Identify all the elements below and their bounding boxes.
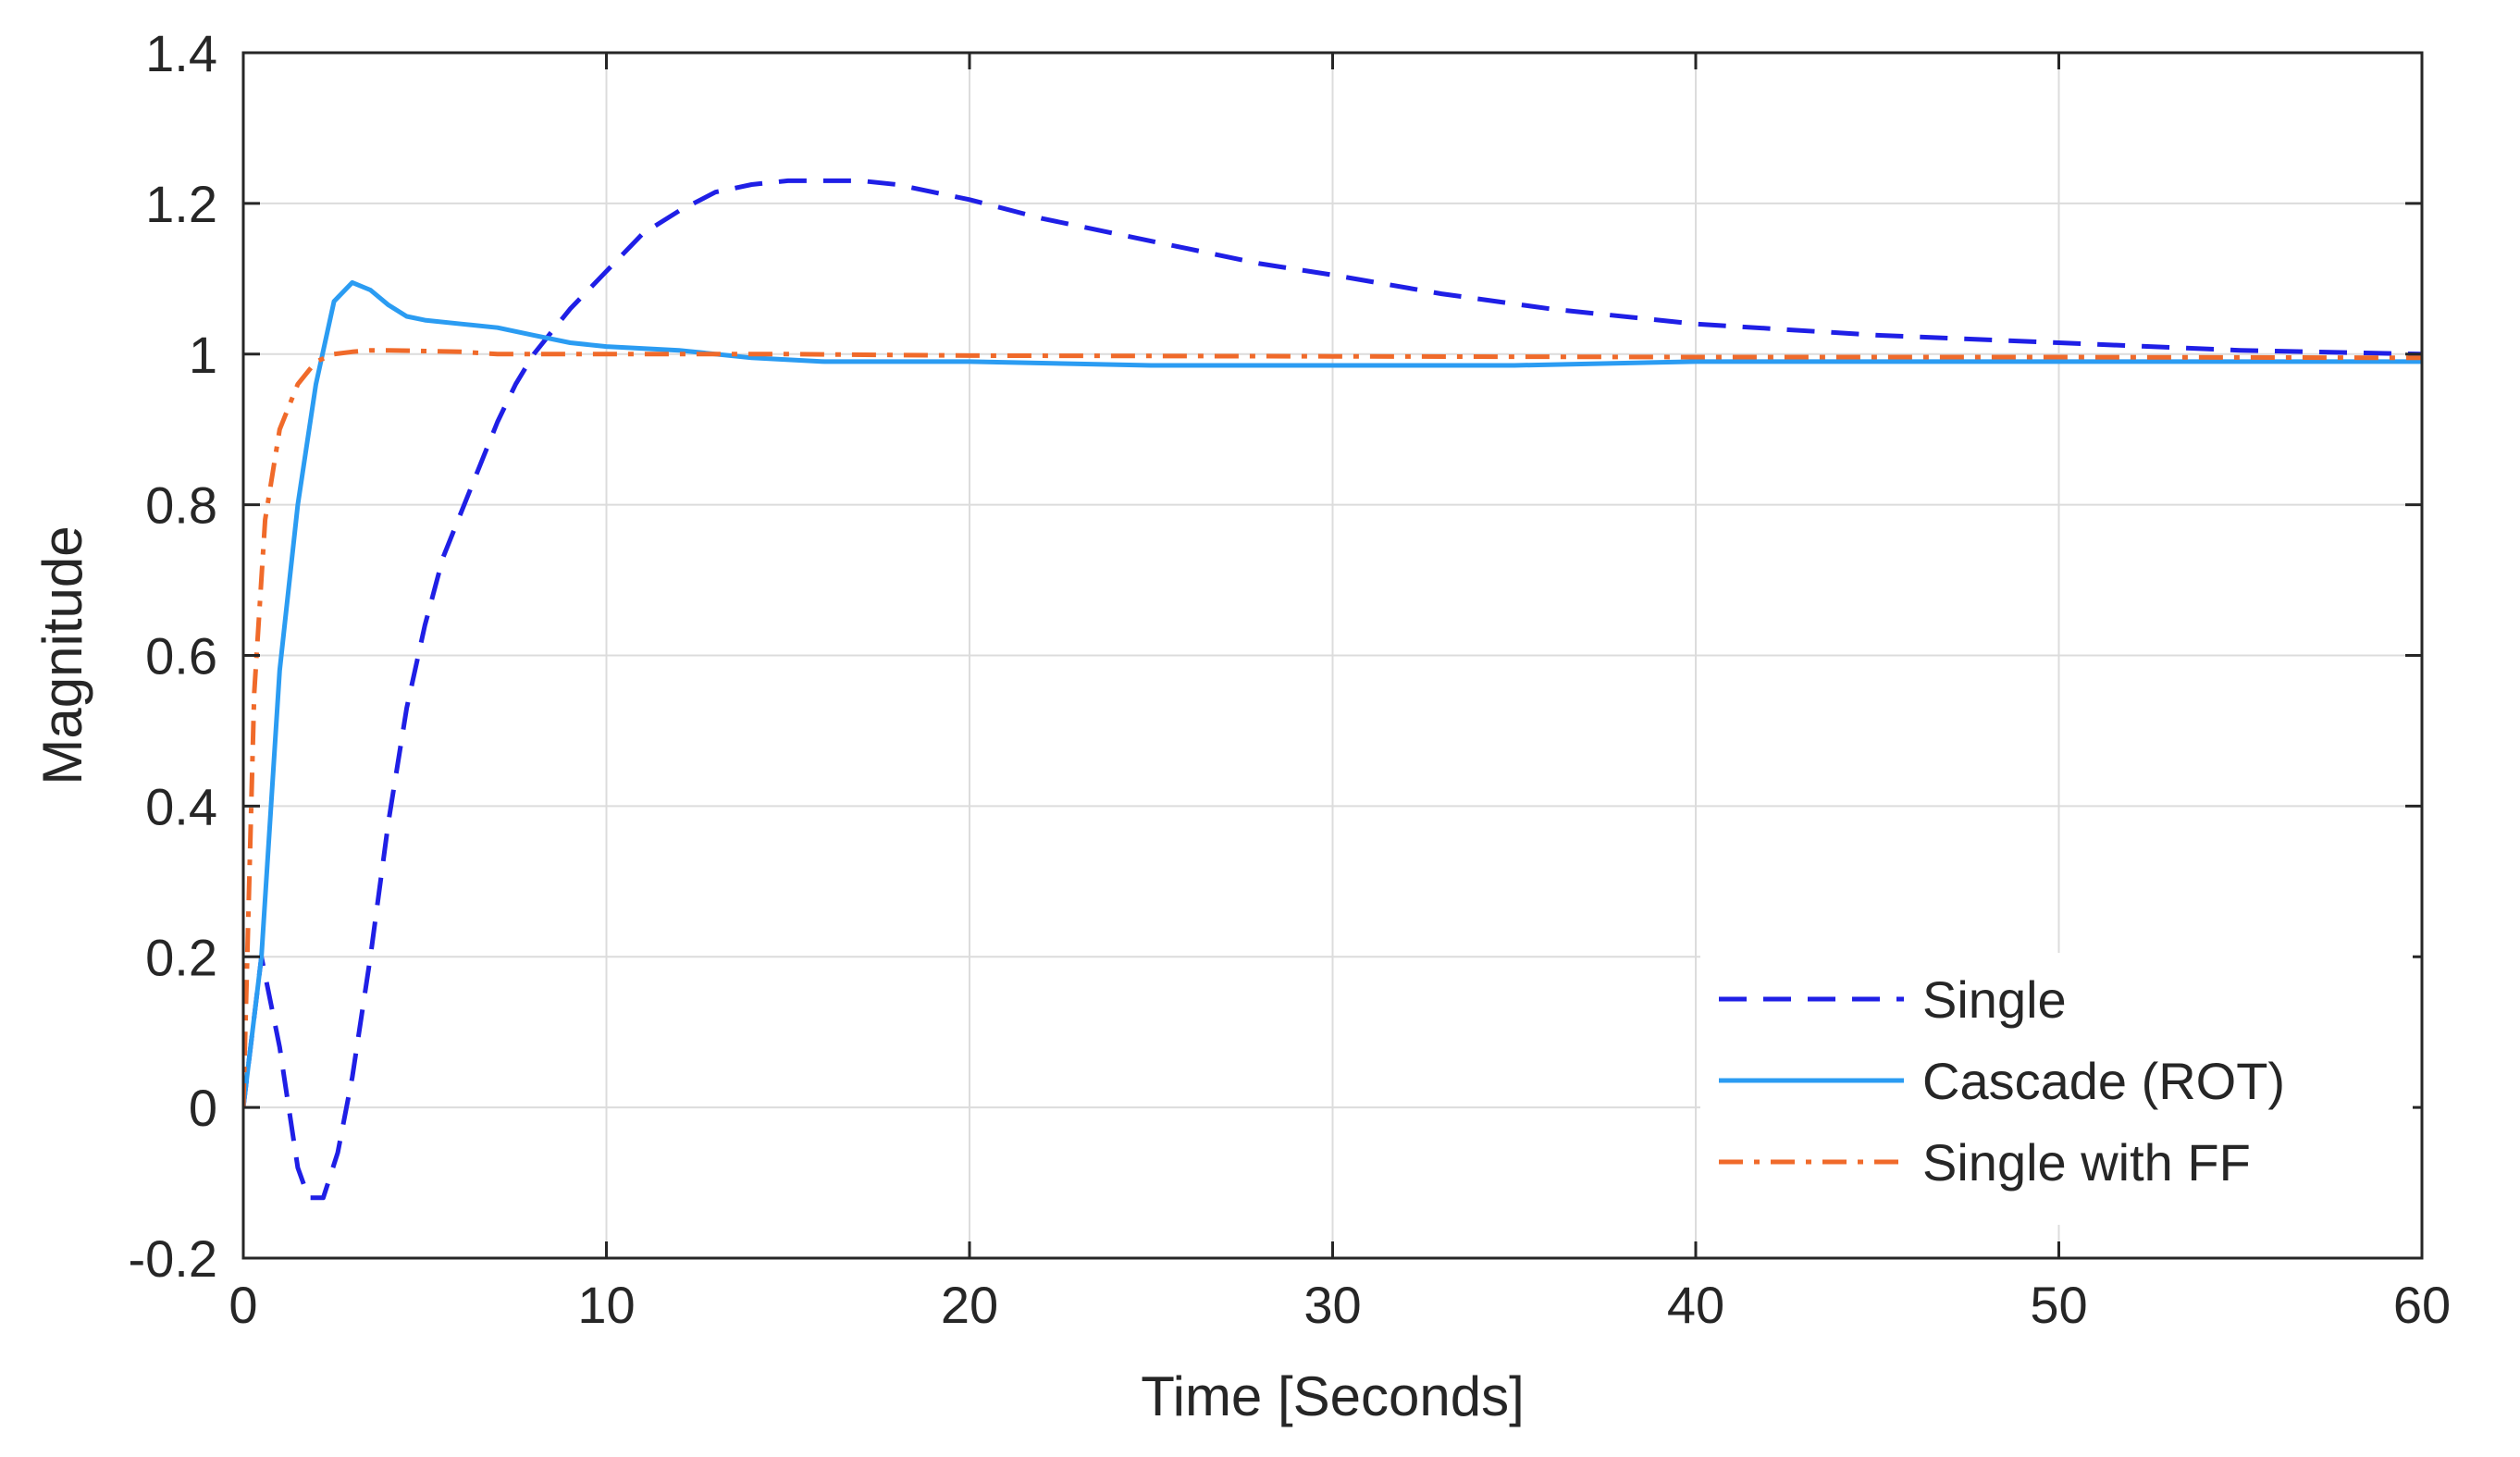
series-line-2 <box>243 279 2422 1108</box>
series-lines <box>243 178 2422 1201</box>
series-line-3 <box>243 348 2422 1108</box>
x-tick-label: 60 <box>2393 1276 2451 1334</box>
y-tick-label: -0.2 <box>129 1229 218 1288</box>
y-tick-labels: -0.2 0 0.2 0.4 0.6 0.8 1 1.2 1.4 <box>129 24 218 1288</box>
y-tick-label: 0.8 <box>145 476 217 535</box>
x-tick-label: 20 <box>941 1276 998 1334</box>
axis-ticks <box>241 51 2424 1260</box>
x-tick-label: 0 <box>229 1276 257 1334</box>
x-tick-label: 40 <box>1667 1276 1724 1334</box>
y-tick-label: 1.2 <box>145 175 217 233</box>
y-tick-label: 1 <box>189 326 217 384</box>
y-axis-label: Magnitude <box>31 525 93 784</box>
x-axis-label: Time [Seconds] <box>1141 1365 1525 1427</box>
x-tick-label: 10 <box>577 1276 635 1334</box>
y-tick-label: 0.4 <box>145 777 217 835</box>
legend-entry-label: Single <box>1922 970 2067 1029</box>
x-tick-labels: 0 10 20 30 40 50 60 <box>229 1276 2451 1334</box>
y-tick-label: 0 <box>189 1079 217 1137</box>
legend-entry-label: Single with FF <box>1922 1133 2251 1192</box>
x-tick-label: 30 <box>1303 1276 1361 1334</box>
legend: Single Cascade (ROT) Single with FF <box>1700 953 2413 1225</box>
series-line-1 <box>243 178 2422 1201</box>
legend-entry-label: Cascade (ROT) <box>1922 1052 2285 1110</box>
y-tick-label: 1.4 <box>145 24 217 82</box>
y-tick-label: 0.6 <box>145 627 217 685</box>
x-tick-label: 50 <box>2030 1276 2087 1334</box>
y-tick-label: 0.2 <box>145 928 217 986</box>
